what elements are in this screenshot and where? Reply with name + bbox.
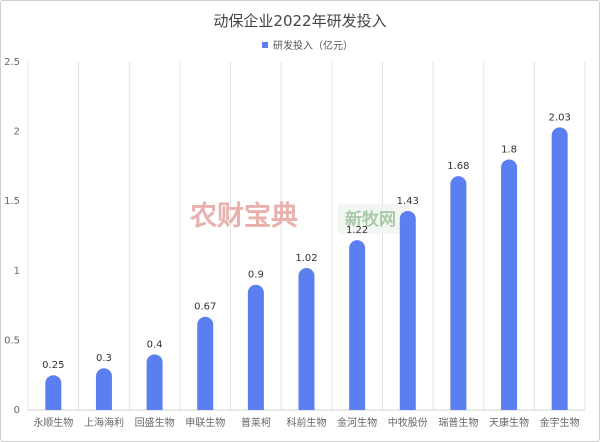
x-tick-label: 中牧股份	[388, 416, 428, 429]
data-label: 0.67	[194, 302, 216, 313]
y-tick-label: 1	[14, 266, 20, 277]
watermark: 农财宝典 新牧网	[189, 200, 410, 234]
x-tick-label: 回盛生物	[135, 416, 175, 429]
bar	[95, 368, 112, 410]
data-label: 1.22	[346, 225, 368, 236]
x-tick-label: 普莱柯	[241, 416, 271, 429]
x-tick-label: 科前生物	[287, 416, 327, 429]
legend-swatch	[262, 41, 268, 48]
bars-layer	[45, 127, 568, 410]
x-tick-label: 瑞普生物	[438, 416, 478, 429]
bar	[551, 127, 568, 410]
x-tick-label: 天康生物	[489, 416, 529, 429]
bar	[450, 176, 467, 410]
bar	[298, 268, 315, 410]
data-label: 1.8	[501, 144, 517, 155]
bar	[399, 210, 416, 410]
y-tick-label: 2	[14, 127, 20, 138]
x-tick-label: 金河生物	[337, 416, 377, 429]
x-tick-label: 申联生物	[185, 416, 225, 429]
bar	[146, 354, 163, 410]
legend-label: 研发投入（亿元）	[273, 41, 353, 52]
bar	[45, 375, 62, 410]
y-tick-label: 0	[14, 405, 20, 416]
legend: 研发投入（亿元）	[262, 37, 353, 52]
bar	[247, 284, 264, 410]
data-label: 1.43	[397, 196, 419, 207]
y-tick-label: 0.5	[4, 335, 20, 346]
x-tick-label: 金宇生物	[540, 416, 580, 429]
x-tick-label: 永顺生物	[33, 416, 73, 429]
data-label: 1.68	[447, 161, 469, 172]
data-label: 0.4	[147, 339, 163, 350]
watermark-text-right: 新牧网	[345, 209, 396, 230]
data-label: 1.02	[295, 253, 317, 264]
data-label: 0.25	[42, 360, 64, 371]
grid-layer	[27, 62, 586, 411]
data-label: 2.03	[549, 112, 571, 123]
data-label: 0.3	[96, 353, 112, 364]
bar	[349, 240, 366, 410]
labels-layer: 0 0.5 1 1.5 2 2.5 0.25 永顺生物 0.3 上海海利 0.4 回盛生物 0.67 申联…	[4, 57, 580, 429]
bar	[197, 316, 214, 410]
data-label: 0.9	[248, 270, 264, 281]
y-tick-label: 2.5	[4, 57, 20, 68]
watermark-badge	[338, 204, 410, 234]
x-tick-label: 上海海利	[84, 416, 124, 429]
bar	[501, 159, 518, 410]
y-tick-label: 1.5	[4, 196, 20, 207]
watermark-text-left: 农财宝典	[189, 200, 298, 232]
chart-title: 动保企业2022年研发投入	[213, 12, 387, 30]
